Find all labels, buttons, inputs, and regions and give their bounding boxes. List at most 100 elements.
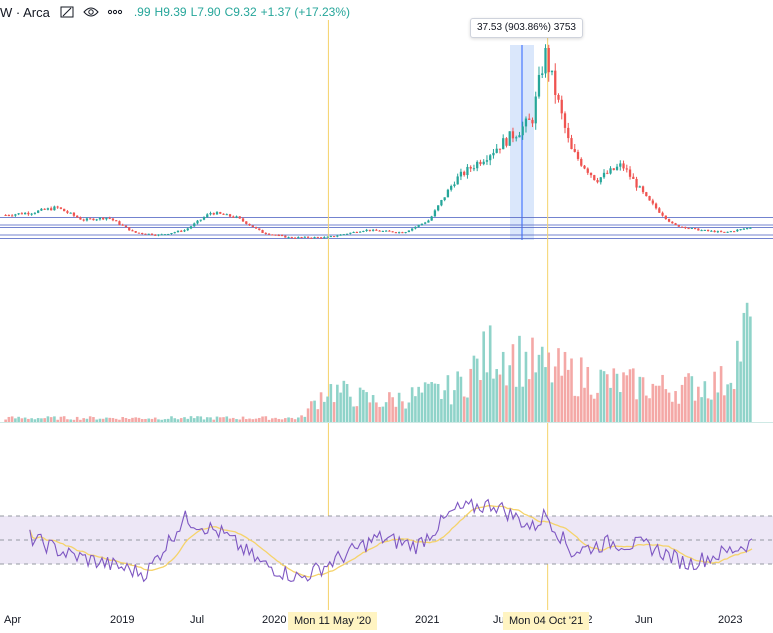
volume-bar: [293, 419, 297, 422]
volume-bar: [62, 416, 66, 422]
candle-body: [329, 236, 332, 238]
volume-bar: [749, 316, 752, 422]
volume-bar: [150, 418, 154, 422]
candle-body: [736, 229, 739, 232]
candle-body: [336, 235, 339, 237]
volume-bar: [186, 418, 190, 422]
candle-body: [92, 218, 95, 221]
volume-bar: [498, 374, 502, 422]
volume-bar: [381, 406, 385, 422]
candle-body: [141, 232, 144, 234]
volume-bar: [423, 382, 427, 422]
volume-bar: [557, 348, 560, 422]
volume-bar: [397, 392, 401, 422]
volume-bar: [277, 418, 281, 422]
volume-bar: [316, 409, 320, 422]
candle-body: [648, 196, 651, 201]
candle-body: [599, 177, 602, 183]
volume-bar: [417, 386, 420, 422]
candle-body: [144, 233, 147, 235]
volume-bar: [553, 366, 557, 422]
candle-body: [280, 235, 284, 237]
volume-bar: [114, 418, 118, 422]
candle-body: [287, 237, 290, 239]
candle-body: [95, 219, 98, 221]
candle-body: [641, 186, 645, 193]
time-axis-label: Apr: [4, 614, 22, 626]
candle-body: [609, 168, 612, 174]
volume-bar: [313, 400, 316, 422]
volume-bar: [404, 408, 407, 422]
candle-body: [485, 160, 489, 162]
volume-bar: [664, 389, 668, 422]
volume-bar: [570, 358, 573, 422]
candle-body: [427, 220, 430, 223]
change-value: +1.37 (+17.23%): [260, 5, 351, 19]
candle-body: [453, 184, 456, 187]
volume-bar: [228, 418, 232, 422]
candle-body: [489, 155, 492, 161]
candle-body: [667, 219, 671, 222]
candle-body: [703, 229, 706, 231]
eye-icon[interactable]: [82, 4, 100, 20]
candle-body: [534, 96, 537, 124]
candle-body: [303, 236, 306, 238]
candle-body: [589, 172, 593, 176]
candle-body: [189, 226, 193, 229]
candle-body: [394, 232, 398, 234]
volume-bar: [602, 371, 606, 422]
volume-bar: [599, 369, 603, 422]
candle-body: [687, 228, 690, 230]
candle-body: [53, 206, 56, 211]
candle-body: [24, 212, 27, 215]
candle-body: [381, 230, 385, 232]
candle-body: [742, 228, 746, 230]
volume-bar: [43, 418, 46, 422]
volume-bar: [651, 383, 655, 422]
candle-body: [108, 217, 111, 219]
volume-bar: [215, 416, 219, 422]
candle-body: [235, 216, 238, 218]
candle-body: [14, 214, 17, 216]
volume-bar: [514, 386, 518, 422]
candle-body: [365, 229, 368, 231]
candle-body: [567, 127, 570, 139]
symbol-label[interactable]: W · Arca: [0, 4, 50, 20]
more-options-icon[interactable]: [106, 4, 124, 20]
candle-body: [671, 221, 674, 224]
candle-body: [407, 230, 411, 233]
candle-body: [716, 231, 719, 233]
candle-body: [554, 70, 557, 95]
volume-bar: [362, 389, 365, 422]
candle-body: [414, 226, 417, 229]
volume-bar: [488, 325, 492, 422]
volume-bar: [420, 392, 424, 422]
volume-bar: [612, 368, 616, 422]
candle-body: [69, 212, 72, 214]
volume-bar: [101, 418, 105, 422]
volume-bar: [495, 369, 499, 422]
candle-body: [339, 234, 342, 236]
candle-body: [573, 149, 576, 152]
candle-body: [729, 231, 732, 233]
candle-body: [537, 74, 541, 97]
settings-icon[interactable]: [58, 4, 76, 20]
volume-bar: [88, 416, 92, 422]
volume-bar: [576, 396, 580, 422]
candle-body: [635, 178, 638, 188]
candle-body: [625, 168, 628, 170]
volume-bar: [212, 419, 216, 422]
volume-bar: [179, 418, 183, 422]
candle-body: [105, 217, 108, 220]
volume-bar: [23, 417, 27, 422]
candle-body: [102, 217, 105, 220]
volume-bar: [583, 387, 586, 422]
time-axis-label: Jul: [190, 614, 205, 626]
volume-bar: [388, 392, 391, 422]
volume-bar: [710, 399, 713, 422]
volume-bar: [134, 417, 138, 422]
volume-bar: [700, 397, 703, 422]
candle-body: [134, 231, 137, 233]
candle-body: [437, 205, 440, 211]
